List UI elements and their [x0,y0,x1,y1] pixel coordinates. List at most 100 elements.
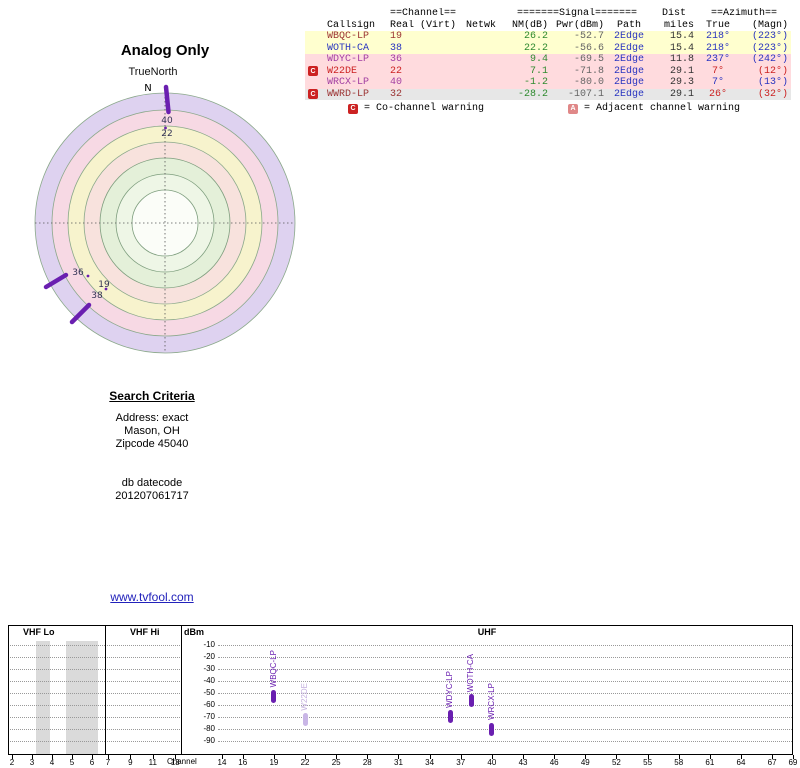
table-column-header-row: Callsign Real (Virt) Netwk NM(dB) Pwr(dB… [305,20,791,32]
channel-tick-mark [222,755,223,759]
nm-cell: -28.2 [517,88,548,100]
channel-tick-mark [32,755,33,759]
y-axis-tick-label: -20 [203,652,215,661]
uhf-panel: dBm UHF [181,625,793,755]
gridline [10,681,105,682]
magn-azimuth-cell: (32°) [757,88,788,100]
signal-bar [302,712,308,726]
gridline [10,741,105,742]
gridline [218,741,792,742]
table-row: C WWRD-LP 32 -28.2 -107.1 2Edge 29.1 26°… [305,88,791,100]
true-azimuth-cell: 26° [708,88,727,100]
nm-cell: -1.2 [523,77,548,88]
channel-tick-label: 64 [736,758,746,767]
channel-marker-label: 40 [161,116,173,126]
channel-group-header: ==Channel== [390,8,457,19]
callsign-cell: WOTH-CA [327,42,370,54]
real-channel-cell: 19 [390,31,403,42]
nm-cell: 9.4 [529,54,548,65]
warning-icon [308,43,318,53]
gridline [107,717,180,718]
warning-legend: C = Co-channel warning A = Adjacent chan… [348,103,740,114]
magn-azimuth-cell: (242°) [751,54,788,65]
pwr-cell: -107.1 [567,88,604,100]
channel-tick-label: 2 [9,758,15,767]
miles-cell: 15.4 [669,42,694,54]
callsign-cell: WWRD-LP [327,88,370,100]
marker-labels: N 40 22 36 19 38 [72,83,173,301]
pwr-cell: -56.6 [573,42,604,54]
col-path: Path [616,19,641,31]
dbm-axis-label: dBm [184,627,204,637]
channel-tick-label: 69 [788,758,798,767]
channel-tick-label: 31 [394,758,403,767]
channel-marker-label: 38 [91,291,103,301]
polar-radar-chart: N 40 22 36 19 38 [34,83,296,354]
callsign-cell: W22DE [327,65,358,77]
channel-marker-label: 22 [161,129,172,139]
channel-tick-label: 19 [269,758,279,767]
crosshair-lines [35,93,295,353]
unused-channel-band [66,641,98,754]
channel-tick-mark [367,755,369,759]
gridline [218,681,792,682]
channel-tick-label: 49 [580,758,590,767]
nm-cell: 22.2 [523,42,548,54]
pwr-cell: -69.5 [573,54,604,65]
tvfool-link[interactable]: www.tvfool.com [110,590,194,604]
channel-tick-label: 5 [69,758,75,767]
gridline [218,705,792,706]
y-axis-tick-label: -30 [203,664,215,673]
gridline [107,645,180,646]
vhf-hi-label: VHF Hi [130,627,160,637]
true-azimuth-cell: 7° [711,65,724,77]
nm-cell: 7.1 [529,65,548,77]
magn-azimuth-cell: (223°) [751,42,788,54]
co-channel-warning-icon: C [348,103,358,114]
radar-rings [34,92,296,354]
signal-bar-label: WOTH-CA [466,653,476,692]
search-criteria-line: Address: exact [115,412,189,424]
y-axis-tick-label: -80 [203,724,215,733]
marker-north [163,84,171,115]
channel-tick-label: 11 [148,758,157,767]
channel-tick-mark [175,755,177,759]
gridline [107,681,180,682]
channel-tick-mark [554,755,556,759]
channel-tick-mark [523,755,525,759]
y-axis-tick-label: -40 [203,676,215,685]
channel-tick-mark [616,755,618,759]
vhf-lo-label: VHF Lo [23,627,55,637]
channel-marker-label: 36 [72,268,84,278]
channel-tick-label: 16 [238,758,248,767]
marker-dots [86,126,167,291]
path-cell: 2Edge [613,54,644,65]
co-channel-warning-icon: C [308,89,318,100]
miles-cell: 29.3 [669,77,694,88]
true-azimuth-cell: 218° [705,31,730,42]
channel-tick-mark [792,755,794,759]
channel-tick-label: 22 [300,758,310,767]
signal-bar [489,722,495,736]
gridline [107,705,180,706]
channel-tick-label: 34 [425,758,435,767]
callsign-cell: WDYC-LP [327,54,370,65]
gridline [218,729,792,730]
channel-tick-mark [305,755,307,759]
search-criteria-line [72,451,232,464]
real-channel-cell: 32 [390,88,403,100]
signal-group-header: =======Signal======= [516,8,638,19]
polar-chart-title: Analog Only [120,42,210,59]
channel-tick-mark [108,755,109,759]
channel-tick-mark [336,755,338,759]
search-criteria-block: Search Criteria Address: exact Mason, OH… [72,389,232,503]
nm-cell: 26.2 [523,31,548,42]
col-miles: miles [663,19,694,31]
miles-cell: 15.4 [669,31,694,42]
channel-tick-mark [460,755,462,759]
miles-cell: 29.1 [669,65,694,77]
table-row: WDYC-LP 36 9.4 -69.5 2Edge 11.8 237° (24… [305,54,791,66]
miles-cell: 11.8 [669,54,694,65]
channel-tick-label: 28 [362,758,372,767]
